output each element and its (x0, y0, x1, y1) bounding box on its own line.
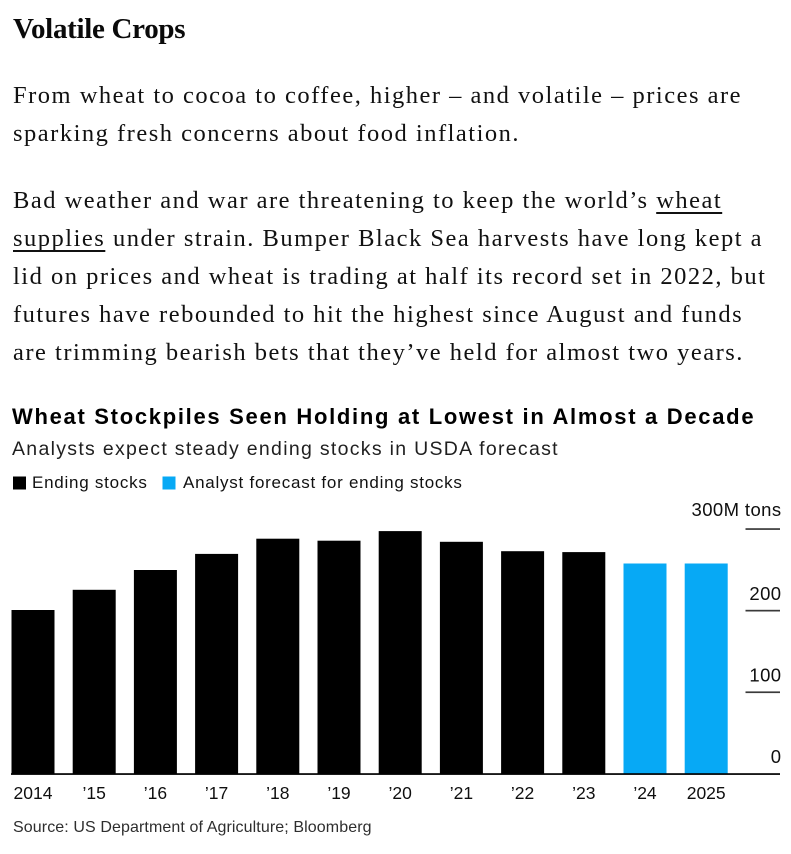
svg-text:’17: ’17 (205, 783, 228, 803)
svg-text:200: 200 (749, 583, 781, 604)
svg-text:’18: ’18 (266, 783, 289, 803)
svg-text:Analyst forecast for ending st: Analyst forecast for ending stocks (183, 473, 463, 492)
svg-text:’16: ’16 (144, 783, 167, 803)
svg-text:’19: ’19 (327, 783, 350, 803)
svg-text:’21: ’21 (450, 783, 473, 803)
svg-text:2025: 2025 (687, 783, 726, 803)
svg-text:Ending stocks: Ending stocks (32, 473, 148, 492)
svg-text:’22: ’22 (511, 783, 534, 803)
svg-text:’20: ’20 (389, 783, 413, 803)
svg-text:Source: US Department of Agric: Source: US Department of Agriculture; Bl… (13, 819, 372, 836)
svg-text:100: 100 (749, 665, 781, 686)
svg-text:’23: ’23 (572, 783, 595, 803)
svg-text:’15: ’15 (83, 783, 106, 803)
svg-text:300M tons: 300M tons (692, 499, 782, 520)
svg-text:2014: 2014 (14, 783, 53, 803)
svg-text:0: 0 (771, 746, 782, 767)
svg-text:’24: ’24 (633, 783, 657, 803)
